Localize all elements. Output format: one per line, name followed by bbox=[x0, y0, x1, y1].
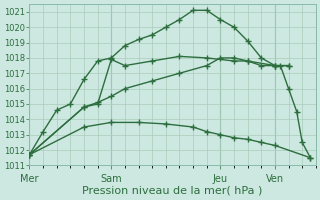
X-axis label: Pression niveau de la mer( hPa ): Pression niveau de la mer( hPa ) bbox=[83, 186, 263, 196]
